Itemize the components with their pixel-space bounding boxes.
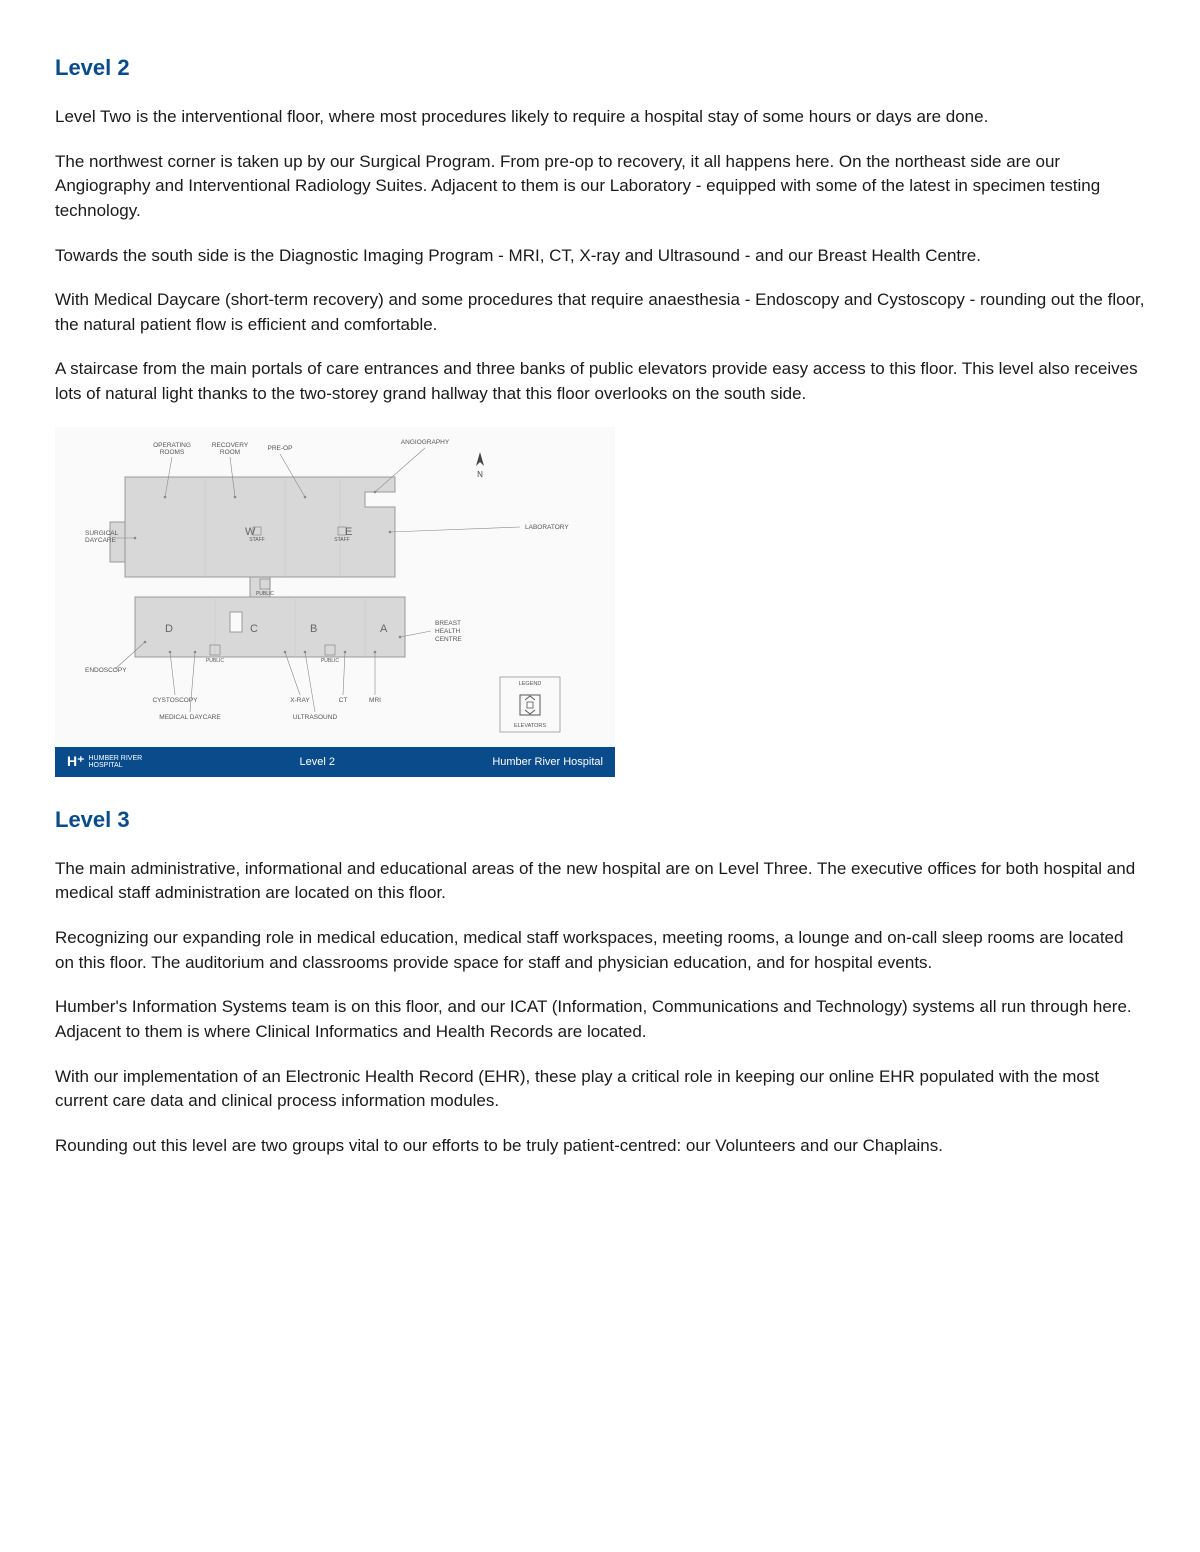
floorplan-image: PUBLIC PUBLIC PUBLIC STAFF STAFF W E D C… [55, 427, 615, 747]
lbl-bhc-2: HEALTH [435, 628, 460, 635]
zone-c: C [250, 623, 258, 635]
lbl-medday: MEDICAL DAYCARE [159, 714, 221, 721]
zone-d: D [165, 623, 173, 635]
lbl-bhc-3: CENTRE [435, 636, 462, 643]
legend-elev: ELEVATORS [514, 723, 546, 729]
level3-p4: With our implementation of an Electronic… [55, 1065, 1145, 1114]
elev-public-label-1: PUBLIC [256, 591, 274, 597]
level3-p3: Humber's Information Systems team is on … [55, 995, 1145, 1044]
legend-title: LEGEND [519, 681, 542, 687]
floorplan-bar: H⁺ HUMBER RIVER HOSPITAL Level 2 Humber … [55, 747, 615, 777]
lbl-or-1: OPERATING [153, 442, 191, 449]
level2-p3: Towards the south side is the Diagnostic… [55, 244, 1145, 269]
level3-p2: Recognizing our expanding role in medica… [55, 926, 1145, 975]
lbl-xray: X-RAY [290, 697, 310, 704]
lbl-sd-1: SURGICAL [85, 530, 119, 537]
elev-public-label-2: PUBLIC [206, 658, 224, 664]
lbl-mri: MRI [369, 697, 381, 704]
level2-p5: A staircase from the main portals of car… [55, 357, 1145, 406]
lbl-or-2: ROOMS [160, 449, 185, 456]
level2-heading: Level 2 [55, 55, 1145, 81]
level2-p1: Level Two is the interventional floor, w… [55, 105, 1145, 130]
north-label: N [477, 470, 483, 479]
lbl-rr-1: RECOVERY [212, 442, 249, 449]
lbl-rr-2: ROOM [220, 449, 240, 456]
floorplan-bar-right: Humber River Hospital [492, 756, 603, 768]
lbl-us: ULTRASOUND [293, 714, 338, 721]
zone-b: B [310, 623, 317, 635]
zone-a: A [380, 623, 388, 635]
h-glyph: H⁺ [67, 753, 85, 770]
level3-p1: The main administrative, informational a… [55, 857, 1145, 906]
floorplan-figure: PUBLIC PUBLIC PUBLIC STAFF STAFF W E D C… [55, 427, 615, 777]
level2-p4: With Medical Daycare (short-term recover… [55, 288, 1145, 337]
zone-e: E [345, 526, 352, 538]
lbl-bhc-1: BREAST [435, 620, 461, 627]
lbl-endo: ENDOSCOPY [85, 667, 127, 674]
hospital-logo-icon: H⁺ HUMBER RIVER HOSPITAL [67, 753, 142, 770]
elev-public-label-3: PUBLIC [321, 658, 339, 664]
floorplan-svg: PUBLIC PUBLIC PUBLIC STAFF STAFF W E D C… [55, 427, 615, 747]
level3-heading: Level 3 [55, 807, 1145, 833]
level3-p5: Rounding out this level are two groups v… [55, 1134, 1145, 1159]
lbl-preop: PRE-OP [268, 445, 293, 452]
lbl-angio: ANGIOGRAPHY [401, 439, 450, 446]
h-logo-text: HUMBER RIVER HOSPITAL [89, 755, 143, 769]
lbl-sd-2: DAYCARE [85, 537, 117, 544]
floorplan-bar-center: Level 2 [300, 756, 335, 768]
zone-w: W [245, 526, 256, 538]
lbl-ct: CT [339, 697, 348, 704]
lbl-lab: LABORATORY [525, 524, 569, 531]
level2-p2: The northwest corner is taken up by our … [55, 150, 1145, 224]
